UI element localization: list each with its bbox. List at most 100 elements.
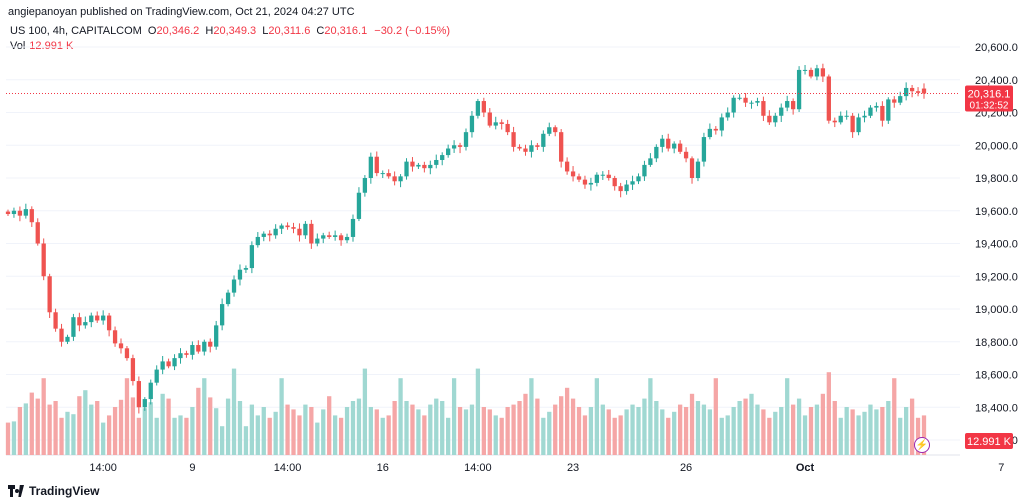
candle-body (95, 315, 100, 321)
volume-bar (541, 417, 546, 455)
candle-body (791, 101, 796, 110)
time-tick-label: 14:00 (89, 462, 117, 474)
volume-label[interactable]: Vol (10, 40, 26, 52)
volume-bar (481, 407, 486, 455)
countdown-label: 01:32:52 (970, 100, 1009, 111)
time-tick-label: 14:00 (274, 462, 302, 474)
candle-body (154, 369, 159, 383)
candle-body (755, 101, 760, 103)
volume-bar (154, 417, 159, 455)
candles (5, 63, 927, 414)
volume-bar (255, 415, 260, 455)
candle-body (219, 304, 225, 326)
volume-bar (392, 401, 397, 455)
volume-bar (850, 409, 855, 455)
candle-body (862, 115, 867, 118)
candle-body (261, 233, 266, 237)
candle-body (618, 186, 623, 192)
volume-bar (761, 409, 766, 455)
candle-body (380, 173, 385, 175)
candle-body (475, 101, 481, 116)
volume-bar (118, 399, 124, 455)
candle-body (428, 164, 433, 169)
volume-bar (11, 421, 17, 455)
volume-bar (672, 411, 677, 455)
candle-body (570, 171, 576, 177)
candle-body (392, 176, 397, 182)
close-key: C (316, 25, 325, 37)
candle-body (118, 343, 124, 349)
time-tick-label: 26 (680, 462, 692, 474)
candle-body (576, 176, 582, 180)
candle-body (844, 115, 849, 117)
volume-bar (683, 407, 689, 455)
candle-body (202, 341, 207, 352)
last-price-badge (965, 85, 1013, 112)
candle-body (553, 127, 558, 133)
candle-body (642, 164, 647, 177)
price-tick-label: 18,600.0 (975, 370, 1018, 382)
candle-body (71, 317, 76, 337)
high-key: H (205, 25, 214, 37)
volume-bar (517, 401, 522, 455)
candle-body (535, 145, 540, 147)
volume-bar (725, 415, 730, 455)
candle-body (333, 235, 338, 237)
volume-bar (707, 409, 713, 455)
candle-body (654, 146, 659, 159)
volume-bar (594, 378, 599, 455)
time-tick-label: Oct (796, 462, 815, 474)
volume-bar (404, 401, 409, 455)
flash-icon[interactable]: ⚡ (914, 437, 930, 453)
symbol-label[interactable]: US 100, 4h, CAPITALCOM (10, 25, 142, 37)
candle-body (796, 69, 802, 110)
close-value: 20,316.1 (324, 25, 368, 37)
candle-body (279, 225, 284, 229)
candle-body (184, 353, 189, 355)
volume-bar (291, 409, 296, 455)
candle-body (541, 133, 546, 147)
volume-bar (838, 417, 843, 455)
volume-bar (59, 417, 64, 455)
volume-bar (451, 378, 457, 455)
low-value: 20,311.6 (268, 25, 311, 37)
volume-bar (303, 404, 308, 455)
volume-bar (273, 411, 278, 455)
volume-bar (886, 401, 891, 455)
candle-body (208, 341, 213, 347)
volume-bar (493, 415, 498, 455)
volume-bar (636, 407, 641, 455)
volume-bar (463, 409, 469, 455)
volume-bar (648, 378, 653, 455)
price-tick-label: 18,400.0 (975, 402, 1018, 414)
candle-body (446, 148, 451, 156)
candle-body (297, 228, 302, 236)
volume-bar (106, 415, 112, 455)
volume-bar (588, 407, 594, 455)
candle-body (273, 228, 278, 236)
candle-body (856, 117, 861, 133)
candle-body (410, 161, 415, 167)
volume-bar (487, 409, 492, 455)
volume-bars (5, 368, 927, 455)
volume-bar (600, 404, 605, 455)
volume-bar (243, 426, 249, 455)
high-value: 20,349.3 (213, 25, 257, 37)
candle-body (291, 227, 296, 229)
volume-bar (321, 409, 326, 455)
candle-body (672, 143, 677, 149)
candle-body (892, 99, 897, 103)
volume-bar (535, 398, 540, 455)
candle-body (29, 209, 34, 223)
candle-body (660, 138, 665, 147)
candle-body (624, 184, 629, 192)
price-tick-label: 20,600.0 (975, 42, 1018, 54)
volume-bar (41, 378, 46, 455)
open-value: 20,346.2 (156, 25, 200, 37)
candle-body (517, 146, 522, 149)
candle-body (469, 115, 475, 133)
volume-bar (136, 417, 141, 455)
price-tick-label: 18,800.0 (975, 337, 1018, 349)
price-axis: 20,600.020,400.020,200.020,000.019,800.0… (975, 42, 1018, 447)
